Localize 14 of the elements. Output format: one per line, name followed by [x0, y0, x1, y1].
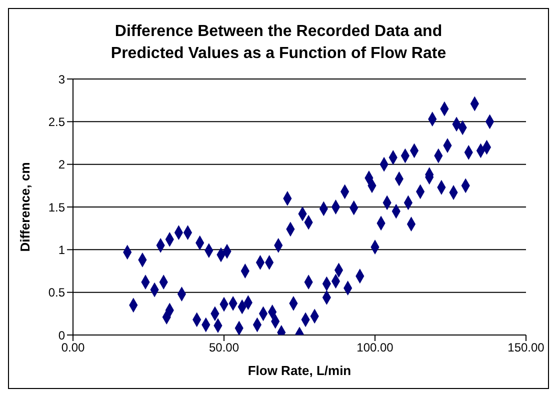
y-axis-title: Difference, cm: [18, 162, 33, 252]
x-tick-label: 100.00: [356, 340, 394, 355]
y-tick-label: 2.5: [48, 114, 66, 129]
y-tick-label: 0: [58, 328, 66, 342]
x-tick-label: 150.00: [508, 340, 545, 355]
x-tick-label: 50.00: [208, 340, 240, 355]
y-tick-label: 2: [58, 158, 66, 172]
y-tick-label: 0.5: [48, 286, 66, 300]
chart-title: Difference Between the Recorded Data and Predicted Values as a Function of Flow Rate: [110, 22, 448, 64]
x-tick-label: 0.00: [61, 340, 85, 355]
y-tick-label: 3: [58, 72, 66, 86]
x-axis-title: Flow Rate, L/min: [248, 363, 352, 378]
y-tick-label: 1: [58, 242, 66, 257]
y-tick-label: 1.5: [48, 200, 66, 214]
